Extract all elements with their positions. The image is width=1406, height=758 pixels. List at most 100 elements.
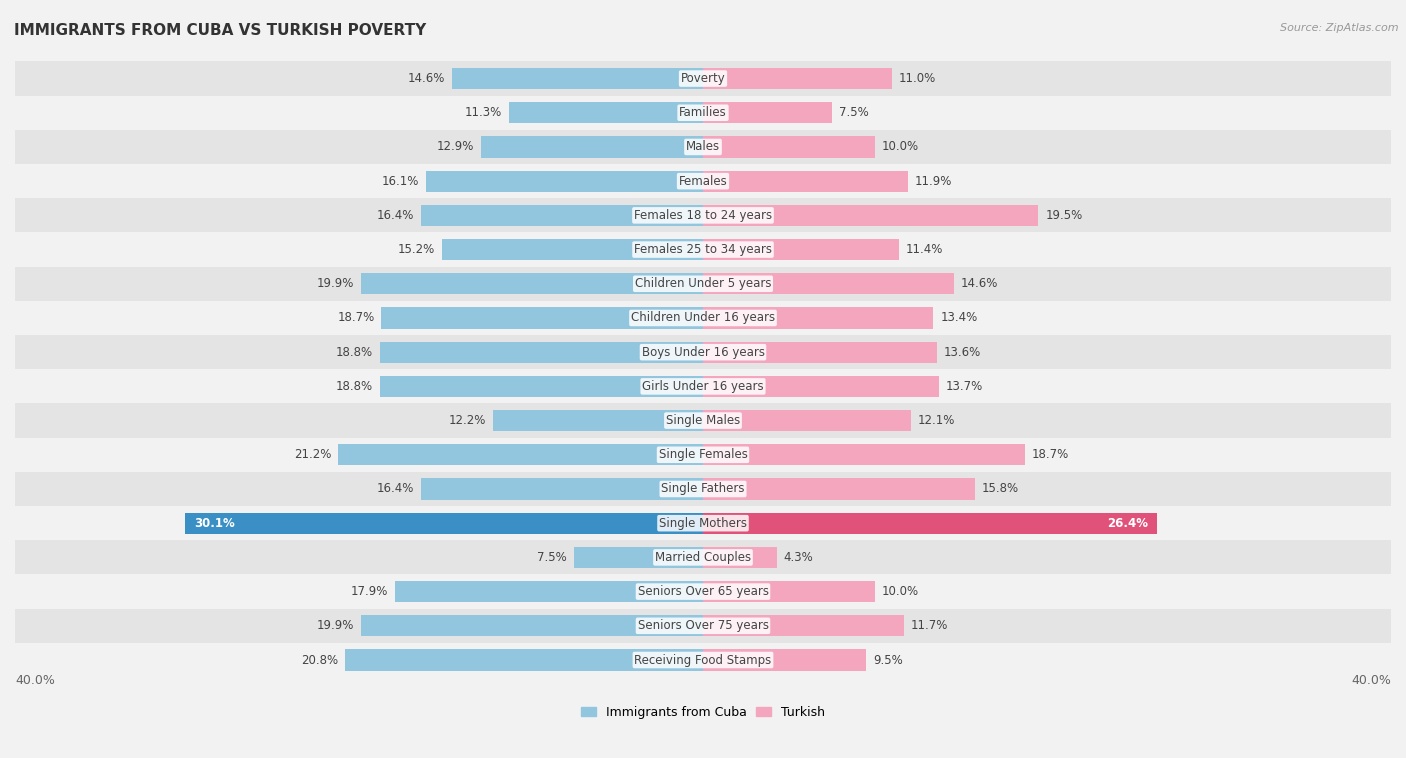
Bar [703,650,866,671]
Bar [339,444,703,465]
Text: Single Females: Single Females [658,448,748,462]
Text: 12.9%: 12.9% [437,140,474,153]
Text: 13.4%: 13.4% [941,312,977,324]
Text: Receiving Food Stamps: Receiving Food Stamps [634,653,772,666]
Text: 30.1%: 30.1% [194,517,235,530]
Bar [15,335,1391,369]
Text: 17.9%: 17.9% [352,585,388,598]
Bar [361,615,703,637]
Text: Females: Females [679,174,727,188]
Bar [703,512,1157,534]
Bar [15,540,1391,575]
Text: 18.7%: 18.7% [1032,448,1069,462]
Text: 11.3%: 11.3% [464,106,502,119]
Text: Seniors Over 65 years: Seniors Over 65 years [637,585,769,598]
Bar [703,308,934,328]
Bar [15,609,1391,643]
Text: Poverty: Poverty [681,72,725,85]
Bar [703,342,936,363]
Text: Source: ZipAtlas.com: Source: ZipAtlas.com [1281,23,1399,33]
Bar [703,102,832,124]
Bar [703,376,939,397]
Bar [380,342,703,363]
Text: 40.0%: 40.0% [15,674,55,687]
Text: 4.3%: 4.3% [783,551,814,564]
Bar [703,547,778,568]
Text: Single Mothers: Single Mothers [659,517,747,530]
Bar [703,205,1039,226]
Bar [15,643,1391,677]
Text: Girls Under 16 years: Girls Under 16 years [643,380,763,393]
Text: 16.4%: 16.4% [377,209,413,222]
Text: 20.8%: 20.8% [301,653,339,666]
Text: 14.6%: 14.6% [960,277,998,290]
Bar [451,68,703,89]
Text: 19.9%: 19.9% [316,619,354,632]
Text: Boys Under 16 years: Boys Under 16 years [641,346,765,359]
Bar [15,267,1391,301]
Text: 19.9%: 19.9% [316,277,354,290]
Text: 12.2%: 12.2% [449,414,486,427]
Text: 15.2%: 15.2% [398,243,434,256]
Bar [420,205,703,226]
Text: 11.4%: 11.4% [905,243,943,256]
Text: 12.1%: 12.1% [918,414,955,427]
Text: Single Fathers: Single Fathers [661,483,745,496]
Text: 14.6%: 14.6% [408,72,446,85]
Text: 7.5%: 7.5% [537,551,567,564]
Text: 19.5%: 19.5% [1045,209,1083,222]
Bar [703,171,908,192]
Bar [15,61,1391,96]
Text: 26.4%: 26.4% [1108,517,1149,530]
Bar [426,171,703,192]
Bar [380,376,703,397]
Text: 21.2%: 21.2% [294,448,332,462]
Bar [574,547,703,568]
Bar [15,301,1391,335]
Bar [703,410,911,431]
Bar [395,581,703,602]
Bar [481,136,703,158]
Text: 40.0%: 40.0% [1351,674,1391,687]
Text: Seniors Over 75 years: Seniors Over 75 years [637,619,769,632]
Text: 11.7%: 11.7% [911,619,949,632]
Bar [703,239,898,260]
Bar [703,478,974,500]
Text: 13.6%: 13.6% [943,346,981,359]
Text: 10.0%: 10.0% [882,140,920,153]
Text: 16.1%: 16.1% [382,174,419,188]
Text: IMMIGRANTS FROM CUBA VS TURKISH POVERTY: IMMIGRANTS FROM CUBA VS TURKISH POVERTY [14,23,426,38]
Text: Families: Families [679,106,727,119]
Text: 10.0%: 10.0% [882,585,920,598]
Text: Children Under 5 years: Children Under 5 years [634,277,772,290]
Bar [15,369,1391,403]
Bar [441,239,703,260]
Bar [703,68,893,89]
Text: Children Under 16 years: Children Under 16 years [631,312,775,324]
Bar [15,199,1391,233]
Text: 9.5%: 9.5% [873,653,903,666]
Text: Married Couples: Married Couples [655,551,751,564]
Bar [361,273,703,294]
Bar [15,233,1391,267]
Bar [15,575,1391,609]
Text: Females 25 to 34 years: Females 25 to 34 years [634,243,772,256]
Text: 11.0%: 11.0% [898,72,936,85]
Bar [381,308,703,328]
Bar [494,410,703,431]
Text: 11.9%: 11.9% [914,174,952,188]
Bar [703,444,1025,465]
Text: Single Males: Single Males [666,414,740,427]
Text: 15.8%: 15.8% [981,483,1019,496]
Text: Females 18 to 24 years: Females 18 to 24 years [634,209,772,222]
Text: 18.8%: 18.8% [336,346,373,359]
Text: 16.4%: 16.4% [377,483,413,496]
Text: 7.5%: 7.5% [839,106,869,119]
Bar [15,506,1391,540]
Text: 13.7%: 13.7% [945,380,983,393]
Bar [15,437,1391,472]
Bar [15,96,1391,130]
Bar [703,273,955,294]
Bar [15,403,1391,437]
Bar [15,472,1391,506]
